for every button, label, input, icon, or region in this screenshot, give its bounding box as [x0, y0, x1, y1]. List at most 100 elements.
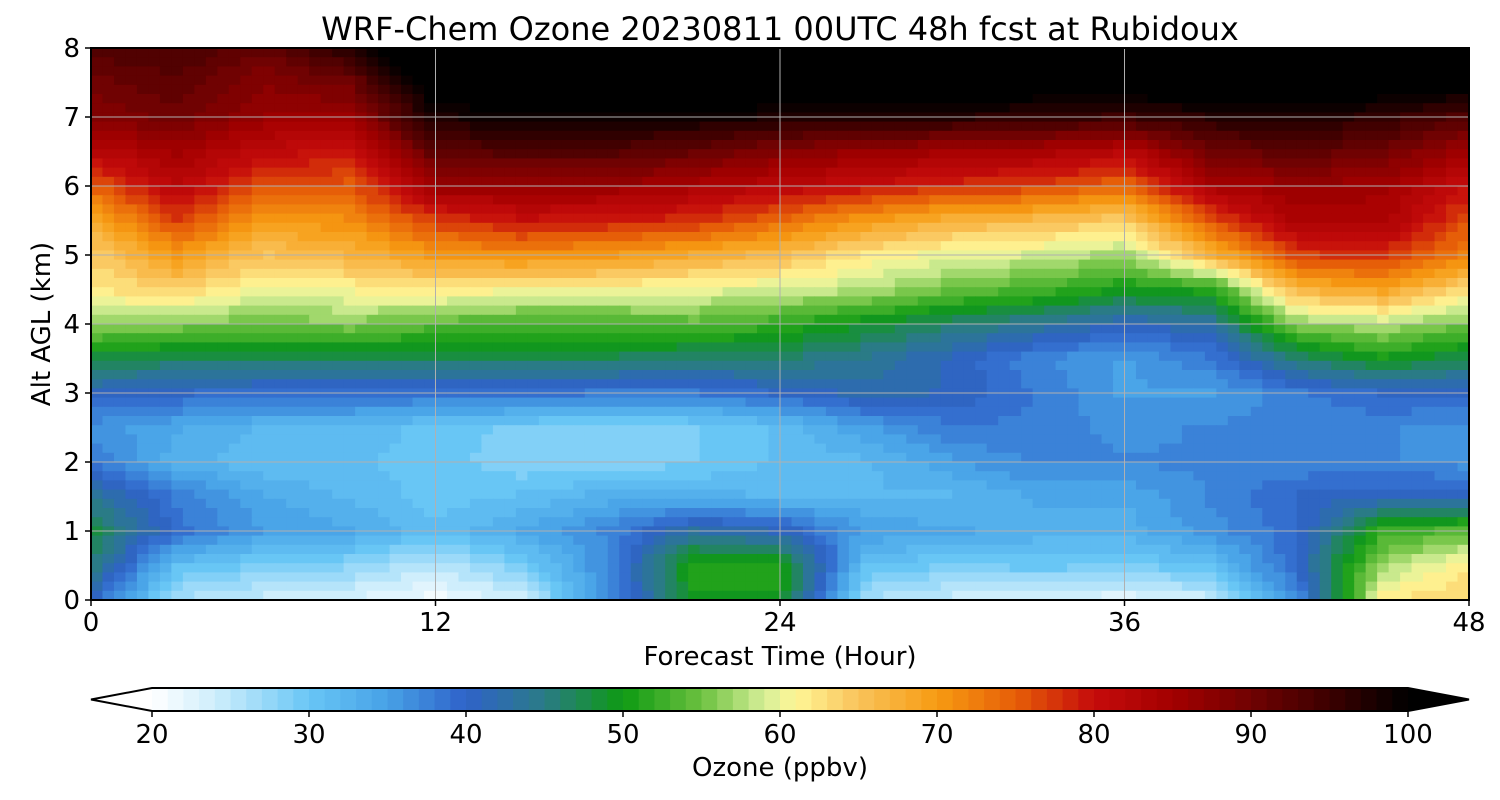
heatmap-cell	[320, 278, 333, 288]
heatmap-cell	[1124, 379, 1137, 389]
heatmap-cell	[917, 241, 930, 251]
heatmap-cell	[1078, 66, 1091, 77]
heatmap-cell	[860, 75, 873, 86]
heatmap-cell	[814, 130, 827, 141]
heatmap-cell	[1250, 149, 1263, 159]
heatmap-cell	[1411, 259, 1424, 270]
heatmap-cell	[412, 305, 425, 316]
heatmap-cell	[1239, 130, 1252, 141]
heatmap-cell	[963, 204, 976, 215]
heatmap-cell	[424, 287, 437, 297]
heatmap-cell	[527, 130, 540, 141]
heatmap-cell	[297, 167, 310, 178]
heatmap-cell	[768, 48, 781, 58]
heatmap-cell	[1354, 351, 1367, 362]
heatmap-cell	[802, 94, 816, 104]
heatmap-cell	[1147, 287, 1160, 297]
heatmap-cell	[1262, 296, 1275, 307]
heatmap-cell	[527, 268, 540, 279]
heatmap-cell	[366, 130, 379, 141]
heatmap-cell	[1457, 75, 1469, 86]
heatmap-cell	[1308, 195, 1321, 205]
heatmap-cell	[722, 149, 735, 159]
heatmap-cell	[917, 425, 930, 435]
heatmap-cell	[1078, 130, 1091, 141]
heatmap-cell	[159, 296, 172, 307]
heatmap-cell	[205, 186, 218, 196]
heatmap-cell	[699, 75, 712, 86]
heatmap-cell	[860, 213, 873, 224]
heatmap-cell	[1032, 149, 1045, 159]
heatmap-cell	[389, 204, 402, 215]
heatmap-cell	[688, 241, 701, 251]
heatmap-cell	[688, 84, 701, 95]
heatmap-cell	[998, 57, 1011, 67]
heatmap-cell	[1434, 130, 1447, 141]
heatmap-cell	[1250, 324, 1263, 334]
heatmap-cell	[1423, 66, 1436, 77]
heatmap-cell	[1239, 204, 1252, 215]
heatmap-cell	[1216, 195, 1229, 205]
heatmap-cell	[1227, 66, 1240, 77]
heatmap-cell	[1262, 176, 1275, 187]
heatmap-cell	[871, 296, 884, 307]
heatmap-cell	[1262, 360, 1275, 371]
heatmap-cell	[1124, 397, 1137, 408]
heatmap-cell	[780, 406, 793, 417]
heatmap-cell	[722, 296, 735, 307]
heatmap-cell	[148, 140, 161, 150]
heatmap-cell	[952, 324, 965, 334]
heatmap-cell	[1181, 213, 1194, 224]
heatmap-cell	[1308, 75, 1321, 86]
heatmap-cell	[136, 176, 150, 187]
heatmap-cell	[389, 176, 402, 187]
heatmap-cell	[963, 195, 976, 205]
heatmap-cell	[745, 425, 758, 435]
heatmap-cell	[527, 167, 540, 178]
heatmap-cell	[596, 140, 609, 150]
heatmap-cell	[791, 149, 804, 159]
heatmap-cell	[1021, 75, 1034, 86]
heatmap-cell	[688, 259, 701, 270]
heatmap-cell	[825, 333, 839, 343]
heatmap-cell	[274, 149, 287, 159]
heatmap-cell	[1204, 278, 1217, 288]
heatmap-cell	[734, 305, 747, 316]
heatmap-cell	[825, 213, 839, 224]
heatmap-cell	[802, 278, 816, 288]
heatmap-cell	[1021, 167, 1034, 178]
heatmap-cell	[1147, 351, 1160, 362]
heatmap-cell	[1181, 84, 1194, 95]
heatmap-cell	[1342, 167, 1355, 178]
heatmap-cell	[113, 213, 127, 224]
heatmap-cell	[653, 186, 666, 196]
heatmap-cell	[1319, 360, 1332, 371]
heatmap-cell	[1090, 342, 1103, 353]
heatmap-cell	[619, 48, 632, 58]
heatmap-cell	[1377, 121, 1390, 132]
heatmap-cell	[848, 379, 861, 389]
heatmap-cell	[424, 305, 437, 316]
heatmap-cell	[228, 416, 241, 426]
heatmap-cell	[527, 259, 540, 270]
heatmap-cell	[412, 48, 425, 58]
heatmap-cell	[699, 268, 712, 279]
heatmap-cell	[1457, 158, 1469, 169]
heatmap-cell	[1250, 186, 1263, 196]
heatmap-cell	[848, 176, 861, 187]
heatmap-cell	[791, 342, 804, 353]
heatmap-cell	[1032, 351, 1045, 362]
heatmap-cell	[550, 287, 563, 297]
heatmap-cell	[205, 370, 218, 380]
heatmap-cell	[1423, 268, 1436, 279]
heatmap-cell	[366, 75, 379, 86]
heatmap-cell	[1446, 397, 1459, 408]
heatmap-cell	[1365, 324, 1378, 334]
heatmap-cell	[1113, 397, 1126, 408]
heatmap-cell	[734, 342, 747, 353]
heatmap-cell	[1078, 222, 1091, 233]
heatmap-cell	[1342, 305, 1355, 316]
heatmap-cell	[642, 84, 655, 95]
heatmap-cell	[860, 342, 873, 353]
heatmap-cell	[722, 94, 735, 104]
